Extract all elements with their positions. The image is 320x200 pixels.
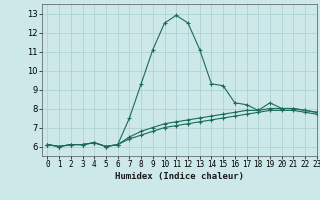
X-axis label: Humidex (Indice chaleur): Humidex (Indice chaleur) (115, 172, 244, 181)
